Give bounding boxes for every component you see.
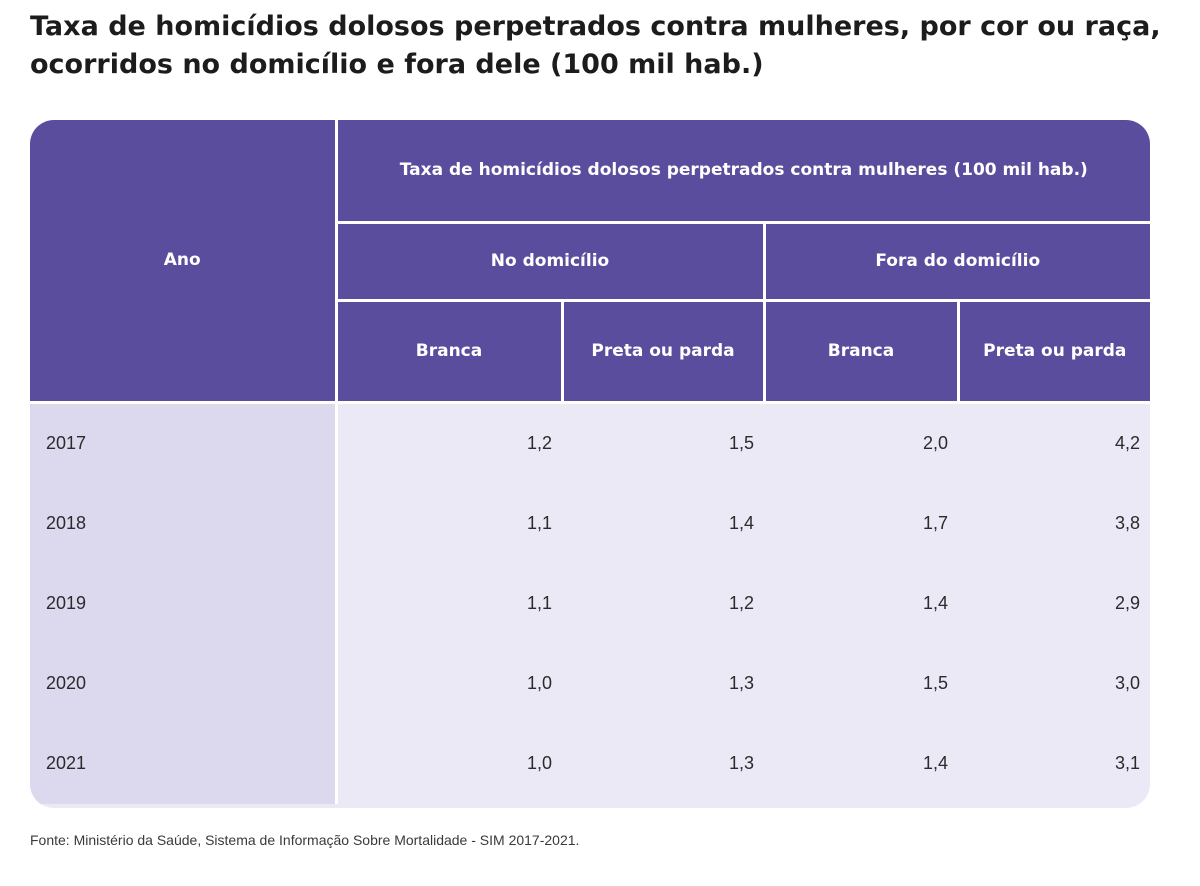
header-home-black-brown: Preta ou parda bbox=[560, 298, 766, 404]
page-title: Taxa de homicídios dolosos perpetrados c… bbox=[30, 11, 1161, 80]
value-cell: 1,5 bbox=[922, 673, 948, 693]
value-cell: 1,3 bbox=[728, 753, 754, 773]
table-row: 2020 1,0 1,3 1,5 3,0 bbox=[30, 643, 1150, 724]
data-table: Ano Taxa de homicídios dolosos perpetrad… bbox=[30, 120, 1150, 804]
value-cell: 1,4 bbox=[922, 593, 948, 613]
value-cell: 3,1 bbox=[1115, 753, 1141, 773]
year-cell: 2019 bbox=[30, 563, 338, 644]
value-cell: 1,3 bbox=[728, 673, 754, 693]
header-group-home: No domicílio bbox=[334, 220, 766, 302]
header-home-white: Branca bbox=[334, 298, 564, 404]
value-cell: 4,2 bbox=[1115, 433, 1141, 453]
year-cell: 2018 bbox=[30, 483, 338, 564]
header-rate-super: Taxa de homicídios dolosos perpetrados c… bbox=[334, 120, 1150, 224]
value-cell: 1,2 bbox=[526, 433, 552, 453]
header-year: Ano bbox=[30, 120, 338, 404]
header-outside-black-brown: Preta ou parda bbox=[956, 298, 1150, 404]
year-cell: 2021 bbox=[30, 723, 338, 804]
value-cell: 1,0 bbox=[526, 753, 552, 773]
value-cell: 1,4 bbox=[922, 753, 948, 773]
value-cell: 3,8 bbox=[1115, 513, 1141, 533]
value-cell: 3,0 bbox=[1115, 673, 1141, 693]
table-row: 2021 1,0 1,3 1,4 3,1 bbox=[30, 723, 1150, 804]
year-cell: 2020 bbox=[30, 643, 338, 724]
value-cell: 2,9 bbox=[1115, 593, 1141, 613]
header-group-outside: Fora do domicílio bbox=[762, 220, 1150, 302]
value-cell: 1,1 bbox=[526, 593, 552, 613]
year-cell: 2017 bbox=[30, 402, 338, 484]
table-row: 2019 1,1 1,2 1,4 2,9 bbox=[30, 563, 1150, 644]
table-row: 2017 1,2 1,5 2,0 4,2 bbox=[30, 402, 1150, 484]
value-cell: 1,2 bbox=[728, 593, 754, 613]
data-table-container: Ano Taxa de homicídios dolosos perpetrad… bbox=[30, 120, 1150, 808]
value-cell: 1,0 bbox=[526, 673, 552, 693]
header-outside-white: Branca bbox=[762, 298, 960, 404]
value-cell: 1,7 bbox=[922, 513, 948, 533]
value-cell: 1,1 bbox=[526, 513, 552, 533]
value-cell: 1,5 bbox=[728, 433, 754, 453]
source-note: Fonte: Ministério da Saúde, Sistema de I… bbox=[30, 832, 580, 848]
value-cell: 1,4 bbox=[728, 513, 754, 533]
table-row: 2018 1,1 1,4 1,7 3,8 bbox=[30, 483, 1150, 564]
value-cell: 2,0 bbox=[922, 433, 948, 453]
